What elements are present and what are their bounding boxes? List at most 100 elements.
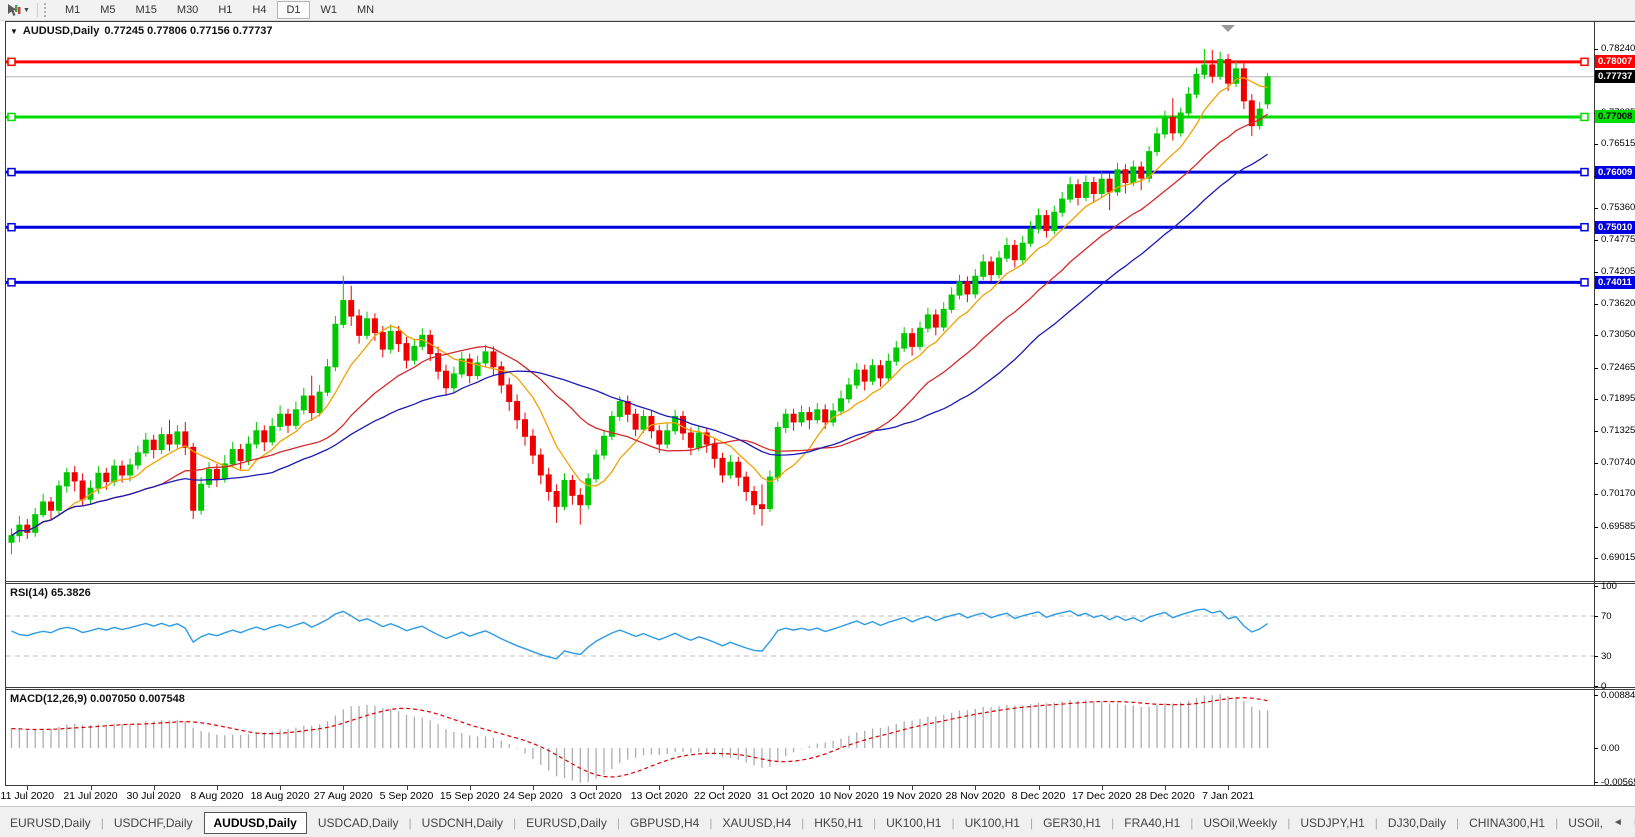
rsi-pane[interactable]: RSI(14) 65.3826	[6, 584, 1594, 687]
candle-down	[988, 261, 995, 276]
pane-separator[interactable]	[5, 687, 1635, 688]
tab-separator: |	[951, 815, 955, 830]
candle-up	[292, 409, 299, 426]
timeframe-button-h1[interactable]: H1	[218, 4, 233, 16]
macd-canvas[interactable]	[6, 690, 1594, 785]
chart-tab-fra40-h1[interactable]: FRA40,H1	[1124, 815, 1181, 830]
candle-down	[522, 419, 528, 437]
tab-separator: |	[100, 815, 104, 830]
chart-tab-usoil-[interactable]: USOil,	[1568, 815, 1603, 830]
chart-tab-hk50-h1[interactable]: HK50,H1	[814, 815, 863, 830]
line-handle[interactable]	[1580, 57, 1589, 67]
rsi-tick	[1594, 616, 1598, 617]
chart-tab-eurusd-daily[interactable]: EURUSD,Daily	[10, 815, 91, 830]
line-handle[interactable]	[1580, 222, 1589, 232]
hline-price-badge[interactable]: 0.77008	[1595, 110, 1635, 124]
chart-tab-dj30-daily[interactable]: DJ30,Daily	[1387, 815, 1446, 830]
timeframe-button-m1[interactable]: M1	[64, 4, 81, 16]
chart-tab-eurusd-daily[interactable]: EURUSD,Daily	[526, 815, 607, 830]
timeframe-button-m15[interactable]: M15	[135, 4, 157, 16]
chart-tab-audusd-daily[interactable]: AUDUSD,Daily	[203, 811, 307, 834]
candle-up	[608, 415, 615, 437]
line-handle[interactable]	[7, 112, 16, 122]
timeframe-button-mn[interactable]: MN	[357, 4, 375, 16]
timeframe-button-h4[interactable]: H4	[252, 4, 267, 16]
chart-tab-usdcad-daily[interactable]: USDCAD,Daily	[317, 815, 399, 830]
chart-tab-usdchf-daily[interactable]: USDCHF,Daily	[113, 815, 193, 830]
chart-tab-ger30-h1[interactable]: GER30,H1	[1043, 815, 1102, 830]
timeframe-button-m5[interactable]: M5	[100, 4, 116, 16]
hline-price-badge[interactable]: 0.78007	[1595, 55, 1635, 69]
candle-up	[1185, 93, 1192, 114]
candle-up	[206, 468, 212, 485]
candle-up	[474, 362, 481, 377]
line-handle[interactable]	[1580, 112, 1589, 122]
price-scale[interactable]: 0.782400.776550.770850.765150.759300.753…	[1594, 22, 1635, 581]
rsi-canvas[interactable]	[6, 584, 1594, 687]
chevron-down-icon[interactable]: ▼	[23, 6, 30, 14]
time-tick-label: 21 Jul 2020	[63, 790, 118, 802]
candle-up	[1233, 68, 1239, 84]
candlestick-canvas[interactable]	[6, 22, 1594, 581]
chart-tab-uk100-h1[interactable]: UK100,H1	[886, 815, 942, 830]
chart-title: ▼ AUDUSD,Daily 0.77245 0.77806 0.77156 0…	[10, 25, 273, 37]
time-tick	[975, 786, 977, 790]
time-scale[interactable]: 11 Jul 2020 21 Jul 2020 30 Jul 2020 8 Aug 2…	[1, 786, 1595, 806]
tab-separator: |	[616, 815, 620, 830]
pane-separator[interactable]	[5, 583, 1635, 584]
collapse-icon[interactable]: ▼	[10, 26, 18, 36]
line-handle[interactable]	[1580, 167, 1589, 177]
line-handle[interactable]	[1580, 278, 1589, 287]
hline-price-badge[interactable]: 0.74011	[1595, 275, 1635, 289]
time-tick	[280, 786, 282, 790]
candle-down	[909, 333, 916, 347]
hline-price-badge[interactable]: 0.75010	[1595, 220, 1635, 234]
price-tick	[1594, 462, 1598, 464]
line-handle[interactable]	[7, 278, 16, 287]
timeframe-button-m30[interactable]: M30	[176, 4, 199, 16]
hline-price-badge[interactable]: 0.76009	[1595, 165, 1635, 179]
time-tick	[722, 786, 724, 790]
macd-scale[interactable]: 0.00884 0.00 -0.00565	[1594, 690, 1635, 788]
rsi-tick	[1594, 586, 1598, 587]
time-tick-label: 17 Dec 2020	[1071, 790, 1132, 802]
line-handle[interactable]	[7, 167, 16, 177]
candle-up	[1256, 108, 1263, 127]
candle-up	[585, 478, 592, 506]
candle-down	[103, 472, 110, 483]
candle-up	[1161, 116, 1168, 135]
tab-scroll-right-icon[interactable]: ►	[1633, 817, 1635, 828]
chart-tab-usoil-weekly[interactable]: USOil,Weekly	[1203, 815, 1278, 830]
time-tick	[1038, 786, 1040, 790]
candle-up	[482, 351, 489, 364]
chart-tab-usdcnh-daily[interactable]: USDCNH,Daily	[421, 815, 504, 830]
time-tick-label: 7 Jan 2021	[1202, 790, 1255, 802]
rsi-scale[interactable]: 100 70 30 0	[1594, 581, 1635, 692]
toolbar-grip-handle[interactable]	[43, 3, 49, 17]
chart-tab-usdjpy-h1[interactable]: USDJPY,H1	[1300, 815, 1365, 830]
candle-up	[1003, 244, 1010, 259]
chart-shift-marker-icon[interactable]	[1221, 25, 1235, 32]
pane-separator[interactable]	[5, 581, 1635, 582]
timeframe-button-w1[interactable]: W1	[320, 4, 338, 16]
chart-tab-gbpusd-h4[interactable]: GBPUSD,H4	[629, 815, 700, 830]
pane-separator[interactable]	[5, 689, 1635, 690]
candle-down	[553, 490, 560, 507]
chart-tab-china300-h1[interactable]: CHINA300,H1	[1469, 815, 1546, 830]
candle-down	[1138, 166, 1145, 179]
chart-border-top	[5, 21, 1635, 22]
candle-up	[616, 401, 623, 417]
line-handle[interactable]	[7, 57, 16, 67]
price-tick	[1594, 557, 1598, 559]
timeframe-button-d1[interactable]: D1	[277, 1, 310, 19]
price-tick-label: 0.70170	[1601, 488, 1635, 500]
main-chart-pane[interactable]: ▼ AUDUSD,Daily 0.77245 0.77806 0.77156 0…	[6, 22, 1594, 581]
macd-pane[interactable]: MACD(12,26,9) 0.007050 0.007548	[6, 690, 1594, 785]
tab-scroll-left-icon[interactable]: ◄	[1612, 817, 1623, 828]
chart-tab-uk100-h1[interactable]: UK100,H1	[964, 815, 1020, 830]
line-handle[interactable]	[7, 222, 16, 232]
price-tick-label: 0.71325	[1601, 424, 1635, 436]
chart-tab-bar: EURUSD,Daily | USDCHF,Daily AUDUSD,Daily USD…	[0, 806, 1635, 837]
chart-tab-xauusd-h4[interactable]: XAUUSD,H4	[722, 815, 792, 830]
chart-cursor-icon[interactable]	[4, 2, 22, 18]
